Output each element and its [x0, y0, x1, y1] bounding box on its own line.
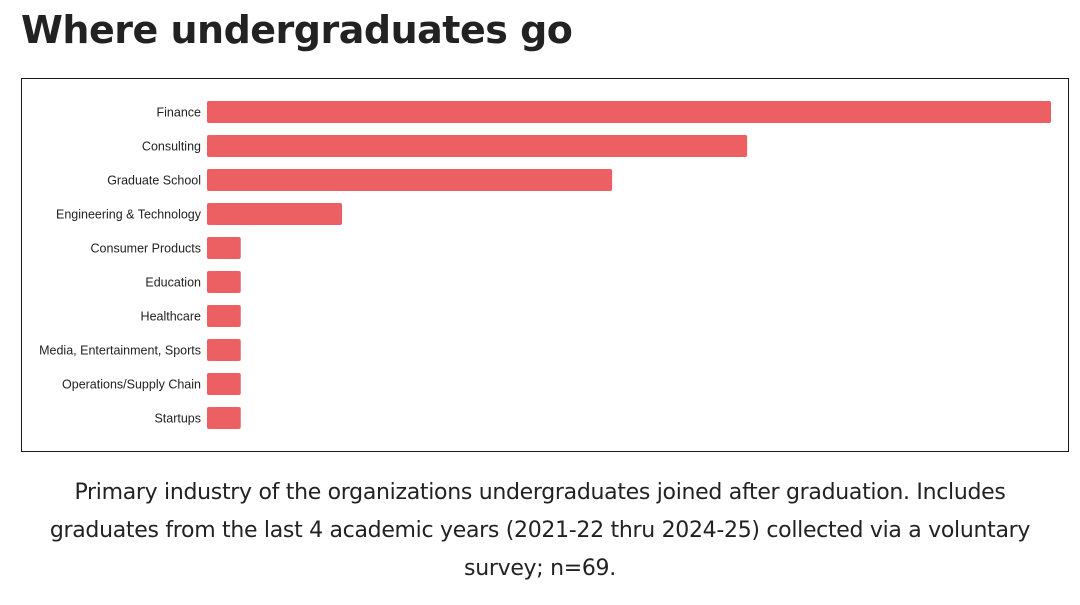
bar	[207, 169, 613, 191]
category-label: Media, Entertainment, Sports	[39, 344, 201, 358]
category-label: Education	[145, 276, 201, 290]
bar-chart: Finance Consulting Graduate School Engineer…	[39, 101, 1051, 429]
chart-caption: Primary industry of the organizations un…	[49, 480, 1031, 581]
chart-frame: Finance Consulting Graduate School Engineer…	[21, 78, 1069, 452]
bar	[207, 305, 241, 327]
bar	[207, 373, 241, 395]
category-label: Operations/Supply Chain	[62, 378, 201, 392]
category-label: Startups	[154, 412, 201, 426]
bar	[207, 407, 241, 429]
page-title: Where undergraduates go	[21, 8, 573, 52]
bar	[207, 237, 241, 259]
category-label: Graduate School	[107, 174, 201, 188]
category-label: Finance	[157, 106, 202, 120]
category-label: Engineering & Technology	[56, 208, 202, 222]
bar	[207, 339, 241, 361]
category-label: Healthcare	[141, 310, 201, 324]
bar	[207, 203, 343, 225]
bar	[207, 271, 241, 293]
bar	[207, 101, 1051, 123]
bar	[207, 135, 748, 157]
category-label: Consumer Products	[91, 242, 201, 256]
category-label: Consulting	[142, 140, 201, 154]
